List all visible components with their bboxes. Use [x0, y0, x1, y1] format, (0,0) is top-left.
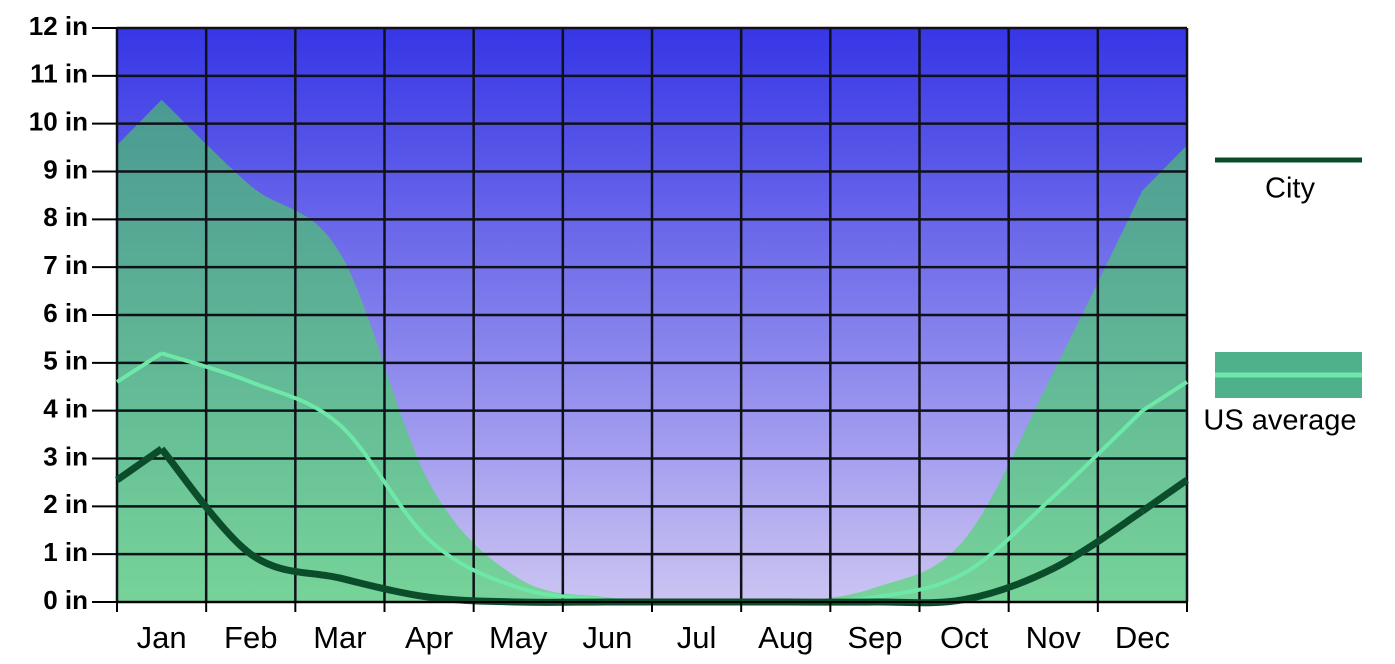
y-tick-label: 4 in: [43, 394, 88, 424]
y-tick-label: 3 in: [43, 441, 88, 471]
y-tick-label: 11 in: [30, 59, 88, 89]
y-tick-label: 2 in: [43, 489, 88, 519]
y-tick-label: 0 in: [43, 585, 88, 615]
x-tick-label: Jan: [137, 620, 187, 655]
y-tick-label: 6 in: [43, 298, 88, 328]
legend-label: US average: [1203, 405, 1356, 437]
legend-label: City: [1265, 173, 1315, 205]
x-tick-label: Aug: [758, 620, 813, 655]
line-wrap: [1141, 380, 1189, 413]
y-tick-label: 8 in: [43, 202, 88, 232]
y-tick-label: 9 in: [43, 154, 88, 184]
x-tick-label: Apr: [405, 620, 453, 655]
x-tick-label: Jun: [582, 620, 632, 655]
x-tick-label: Sep: [847, 620, 902, 655]
y-tick-label: 10 in: [29, 107, 88, 137]
x-tick-label: Mar: [313, 620, 366, 655]
y-tick-label: 1 in: [43, 537, 88, 567]
line-wrap: [1140, 477, 1190, 514]
x-tick-label: Dec: [1115, 620, 1170, 655]
x-tick-label: Nov: [1026, 620, 1082, 655]
x-tick-label: Feb: [224, 620, 277, 655]
line-wrap: [115, 351, 163, 384]
x-tick-label: May: [489, 620, 548, 655]
line-wrap: [114, 446, 164, 483]
y-tick-label: 7 in: [43, 250, 88, 280]
y-tick-label: 5 in: [43, 346, 88, 376]
x-tick-label: Oct: [940, 620, 989, 655]
x-tick-label: Jul: [677, 620, 717, 655]
y-tick-label: 12 in: [29, 11, 88, 41]
